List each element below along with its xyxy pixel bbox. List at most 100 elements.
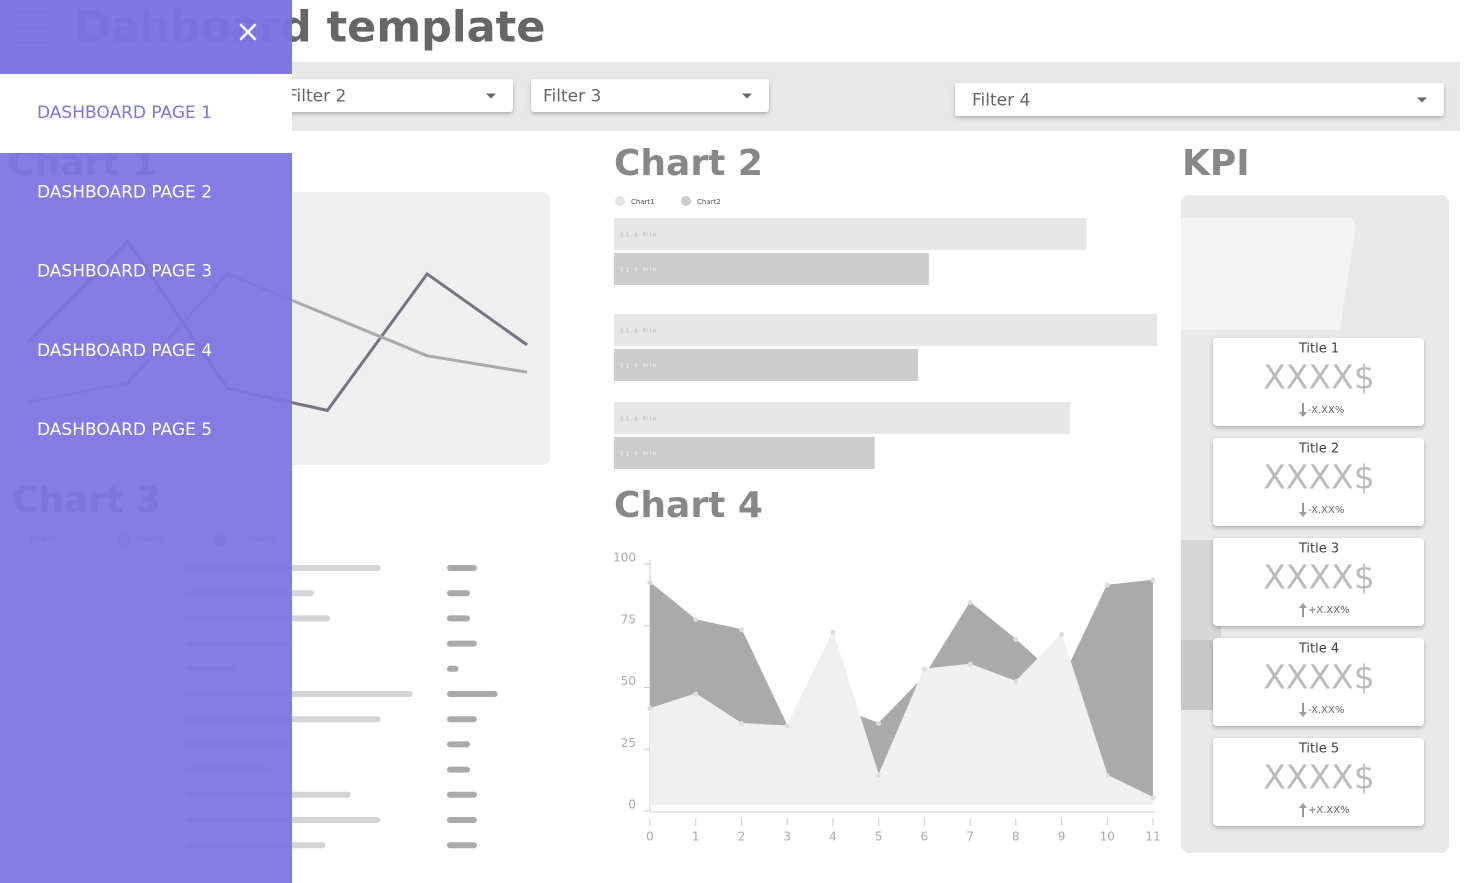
kpi-arrow	[1299, 803, 1307, 817]
area-point	[1104, 772, 1110, 778]
area-point	[738, 627, 744, 633]
filter-dropdown[interactable]: Filter 3	[531, 79, 769, 112]
area-line	[649, 630, 1154, 799]
dropdown-arrow	[742, 93, 752, 99]
kpi-card-change: -X.XX%	[1308, 705, 1344, 716]
bar	[447, 766, 470, 773]
area-point	[876, 720, 882, 726]
menu-item-active	[0, 74, 292, 153]
filter-box	[276, 79, 513, 112]
kpi-title: KPI	[1182, 143, 1250, 184]
menu-header	[0, 0, 292, 74]
menu-close[interactable]: ×	[235, 15, 260, 50]
menu-item[interactable]: DASHBOARD PAGE 4	[37, 341, 212, 361]
kpi-card-title: Title 5	[1298, 742, 1339, 757]
menu-backdrop	[0, 74, 292, 883]
legend-label: Chart1	[631, 198, 655, 206]
filter-dropdown[interactable]: Filter 2	[276, 79, 513, 112]
legend-swatch	[615, 196, 625, 206]
bar	[447, 640, 477, 647]
kpi-card-box	[1213, 338, 1424, 426]
bar	[614, 218, 1087, 250]
bar	[614, 253, 929, 285]
x-tick-label: 6	[921, 830, 929, 844]
bar	[614, 437, 875, 469]
kpi-card-box	[1213, 738, 1424, 826]
kpi-card-box	[1213, 438, 1424, 526]
kpi-card-value: XXXX$	[1263, 758, 1374, 797]
x-tick-label: 10	[1100, 830, 1115, 844]
x-tick-label: 4	[829, 830, 837, 844]
bar	[447, 665, 459, 672]
kpi-arrow	[1299, 403, 1307, 417]
kpi-card-box	[1213, 638, 1424, 726]
area-point	[830, 629, 836, 635]
bar	[447, 565, 477, 571]
menu-item[interactable]: DASHBOARD PAGE 3	[37, 262, 212, 282]
kpi-card-title: Title 4	[1298, 642, 1339, 657]
bar-label: $1.4 Mln	[620, 267, 658, 274]
area-point	[876, 772, 882, 778]
area-point	[693, 691, 699, 697]
kpi-card-title: Title 1	[1298, 342, 1339, 357]
area-point	[1150, 795, 1156, 801]
kpi-card-value: XXXX$	[1263, 458, 1374, 497]
side-menu: × DASHBOARD PAGE 1 DASHBOARD PAGE 2 DASHBOA…	[0, 0, 292, 883]
bar	[447, 791, 477, 798]
area-point	[738, 720, 744, 726]
filter-label: Filter 4	[972, 91, 1030, 111]
kpi-card-title: Title 2	[1298, 442, 1339, 457]
x-tick-label: 0	[646, 830, 654, 844]
bar-label: $1.4 Mln	[620, 232, 658, 239]
filter-box	[531, 79, 769, 112]
area-point	[967, 661, 973, 667]
bar	[614, 314, 1157, 346]
bar	[447, 615, 470, 622]
area-point	[1150, 577, 1156, 583]
bar-label: $1.4 Mln	[620, 363, 658, 370]
kpi-card-title: Title 3	[1298, 542, 1339, 557]
dropdown-arrow	[486, 93, 496, 99]
bar-label: $1.4 Mln	[620, 416, 658, 423]
area-point	[1059, 632, 1065, 638]
kpi-card-box	[1213, 538, 1424, 626]
menu-item[interactable]: DASHBOARD PAGE 2	[37, 182, 212, 202]
kpi-card-change: +X.XX%	[1308, 805, 1350, 816]
x-tick-label: 5	[875, 830, 883, 844]
area-point	[784, 723, 790, 729]
filter-label: Filter 2	[288, 87, 346, 107]
area-point	[647, 580, 653, 586]
bar	[447, 817, 477, 823]
bar	[447, 691, 498, 697]
legend-label: Chart2	[697, 198, 721, 206]
menu-item[interactable]: DASHBOARD PAGE 5	[37, 420, 212, 440]
bar-label: $1.4 Mln	[620, 328, 658, 335]
kpi-card-value: XXXX$	[1263, 658, 1374, 697]
kpi-card-change: -X.XX%	[1308, 505, 1344, 516]
y-tick-label: 25	[621, 736, 636, 750]
menu-item[interactable]: DASHBOARD PAGE 1	[37, 103, 212, 123]
x-tick-label: 11	[1145, 830, 1160, 844]
filter-dropdown[interactable]: Filter 4	[955, 83, 1444, 116]
chart-title: Chart 4	[614, 485, 763, 526]
x-tick-label: 1	[692, 830, 700, 844]
x-tick-label: 2	[738, 830, 746, 844]
area-point	[1013, 637, 1019, 643]
kpi-arrow	[1299, 503, 1307, 517]
area-point	[921, 666, 927, 672]
area-point	[647, 706, 653, 712]
y-tick-label: 75	[621, 612, 636, 626]
y-tick-label: 50	[621, 674, 636, 688]
area-point	[1104, 582, 1110, 588]
legend-swatch	[681, 196, 691, 206]
kpi-arrow	[1299, 603, 1307, 617]
x-tick-label: 9	[1058, 830, 1066, 844]
kpi-arrow	[1299, 703, 1307, 717]
bar	[447, 842, 477, 849]
